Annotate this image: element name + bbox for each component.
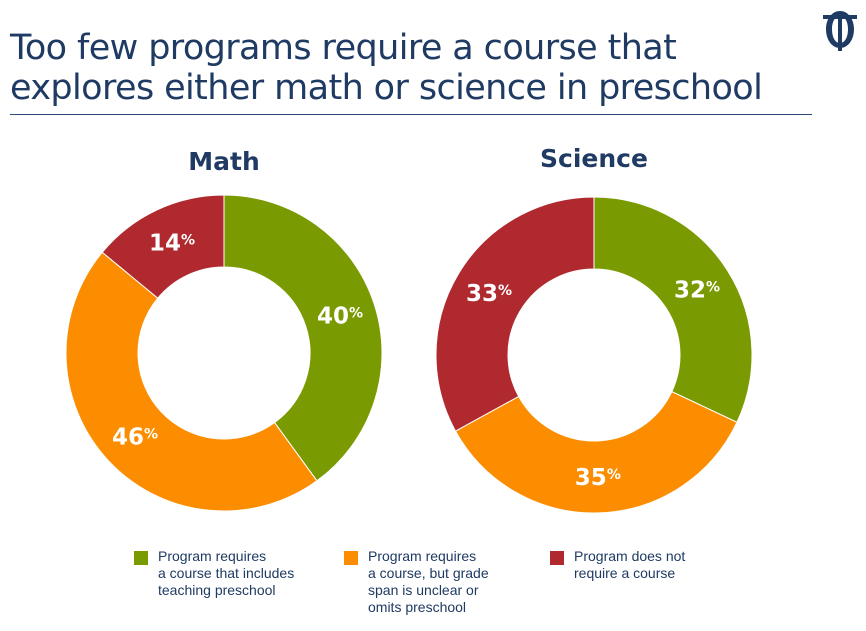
chart-title: Science (540, 144, 648, 173)
percent-unit: % (498, 283, 512, 299)
legend-swatch-orange (344, 551, 358, 565)
percent-unit: % (181, 233, 195, 249)
donut-slice (593, 196, 753, 423)
percent-unit: % (349, 305, 363, 321)
percent-unit: % (706, 280, 720, 296)
donut-slice (65, 251, 318, 512)
donut-slice (435, 196, 595, 432)
percent-unit: % (607, 467, 621, 483)
title-divider (10, 114, 812, 115)
legend-label: Program requires a course that includes … (158, 548, 295, 598)
legend-swatch-green (134, 551, 148, 565)
organization-logo-icon (823, 11, 857, 51)
legend-swatch-red (550, 551, 564, 565)
donut-slice (223, 194, 383, 482)
slide-title: Too few programs require a course that e… (10, 28, 763, 108)
legend-label: Program does not require a course (574, 548, 686, 581)
donut-slice (454, 390, 738, 514)
slice-value-label: 33% (466, 281, 512, 307)
chart-title: Math (188, 147, 260, 176)
legend-label: Program requires a course, but grade spa… (368, 548, 489, 615)
percent-unit: % (144, 427, 158, 443)
donut-slice (101, 194, 225, 299)
